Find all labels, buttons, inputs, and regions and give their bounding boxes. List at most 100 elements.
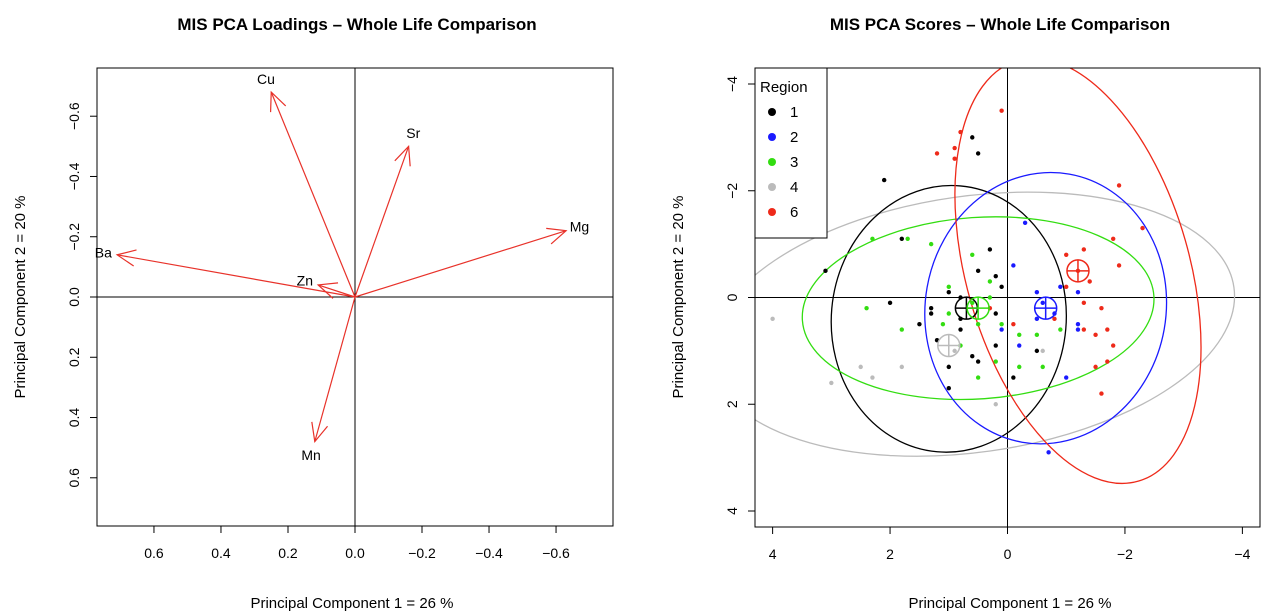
- points-region-6: [934, 108, 1145, 396]
- scores-x-axis: 4 2 0 −2 −4: [769, 527, 1251, 562]
- scores-panel: MIS PCA Scores – Whole Life Comparison 4…: [670, 15, 1261, 612]
- legend-entry-3: 3: [768, 154, 798, 171]
- score-point: [946, 284, 951, 290]
- score-point: [1081, 300, 1087, 306]
- score-point: [999, 284, 1004, 290]
- score-point: [1110, 343, 1116, 348]
- vector-label: Ba: [95, 244, 112, 260]
- legend-label: 4: [790, 179, 798, 196]
- vector-arrowhead: [316, 282, 339, 299]
- score-point: [881, 177, 887, 183]
- score-point: [958, 327, 963, 332]
- score-point: [993, 311, 998, 316]
- score-point: [975, 151, 981, 156]
- legend-entry-6: 6: [768, 204, 798, 221]
- score-point: [970, 300, 975, 306]
- score-point: [952, 348, 957, 354]
- score-point: [999, 108, 1004, 113]
- loadings-x-axis: 0.6 0.4 0.2 0.0 −0.2 −0.4 −0.6: [144, 526, 570, 561]
- score-point: [1075, 327, 1081, 332]
- vector-line: [314, 296, 356, 442]
- score-point: [1064, 375, 1069, 380]
- score-point: [858, 364, 863, 370]
- score-point: [1011, 375, 1016, 380]
- score-point: [946, 289, 951, 295]
- ellipse-region-3: [801, 216, 1155, 401]
- loading-vector-zn: Zn: [297, 273, 356, 299]
- scores-xlabel: Principal Component 1 = 26 %: [908, 595, 1111, 612]
- vector-arrowhead: [546, 227, 568, 245]
- vector-label: Mg: [570, 219, 589, 235]
- x-tick-label: −0.6: [542, 545, 570, 561]
- score-point: [946, 386, 951, 391]
- score-point: [946, 311, 951, 316]
- legend-entry-4: 4: [768, 179, 798, 196]
- y-tick-label: −4: [724, 76, 740, 92]
- score-point: [970, 135, 975, 140]
- y-tick-label: 0: [724, 293, 740, 301]
- legend-label: 6: [790, 204, 798, 221]
- points-region-4: [770, 316, 1045, 407]
- loadings-ylabel: Principal Component 2 = 20 %: [12, 195, 29, 398]
- score-point: [1099, 305, 1104, 311]
- score-point: [1046, 450, 1051, 455]
- score-point: [928, 305, 934, 311]
- scores-legend: Region 1 2 3 4 6: [754, 67, 828, 239]
- loading-vector-cu: Cu: [257, 71, 356, 298]
- score-point: [1064, 252, 1069, 258]
- loadings-vectors: Cu Sr Mg Ba Zn Mn: [95, 71, 589, 463]
- score-point: [864, 305, 869, 311]
- score-point: [1081, 327, 1087, 332]
- legend-label: 2: [790, 129, 798, 146]
- legend-marker: [768, 133, 776, 141]
- score-point: [770, 316, 775, 322]
- score-point: [987, 279, 993, 284]
- score-point: [993, 273, 998, 279]
- y-tick-label: 2: [724, 400, 740, 408]
- centroid-region-6: [1066, 259, 1090, 283]
- legend-label: 3: [790, 154, 798, 171]
- points-region-3: [864, 236, 1063, 380]
- score-point: [1034, 332, 1040, 338]
- score-point: [946, 364, 951, 370]
- score-point: [1058, 327, 1063, 332]
- vector-line: [354, 230, 567, 298]
- centroid-region-4: [937, 333, 961, 358]
- score-point: [1022, 220, 1028, 225]
- legend-entry-1: 1: [768, 104, 798, 121]
- x-tick-label: 0.0: [345, 545, 365, 561]
- score-point: [928, 241, 934, 247]
- vector-line: [270, 91, 356, 298]
- vector-line: [116, 254, 356, 298]
- score-point: [1064, 284, 1069, 290]
- scores-points: [770, 108, 1145, 455]
- score-point: [999, 321, 1004, 327]
- vector-arrowhead: [269, 90, 287, 113]
- score-point: [975, 321, 981, 327]
- x-tick-label: −2: [1117, 546, 1133, 562]
- x-tick-label: 0.6: [144, 545, 164, 561]
- x-tick-label: 0: [1004, 546, 1012, 562]
- score-point: [1034, 316, 1040, 322]
- legend-marker: [768, 158, 776, 166]
- y-tick-label: −0.6: [66, 102, 82, 130]
- vector-arrowhead: [311, 421, 329, 444]
- score-point: [887, 300, 893, 306]
- score-point: [1052, 316, 1057, 322]
- score-point: [1093, 364, 1098, 370]
- score-point: [993, 343, 998, 348]
- score-point: [1040, 300, 1045, 306]
- vector-label: Sr: [406, 125, 420, 141]
- scores-y-axis: −4 −2 0 2 4: [724, 76, 755, 515]
- x-tick-label: 0.4: [211, 545, 231, 561]
- legend-box: [754, 67, 828, 239]
- vector-arrowhead: [115, 249, 137, 267]
- score-point: [940, 321, 946, 327]
- score-point: [1017, 364, 1022, 370]
- x-tick-label: 4: [769, 546, 777, 562]
- y-tick-label: 0.4: [66, 408, 82, 428]
- ellipse-region-2: [924, 171, 1168, 445]
- score-point: [1040, 348, 1045, 354]
- score-point: [934, 151, 940, 156]
- score-point: [987, 247, 993, 252]
